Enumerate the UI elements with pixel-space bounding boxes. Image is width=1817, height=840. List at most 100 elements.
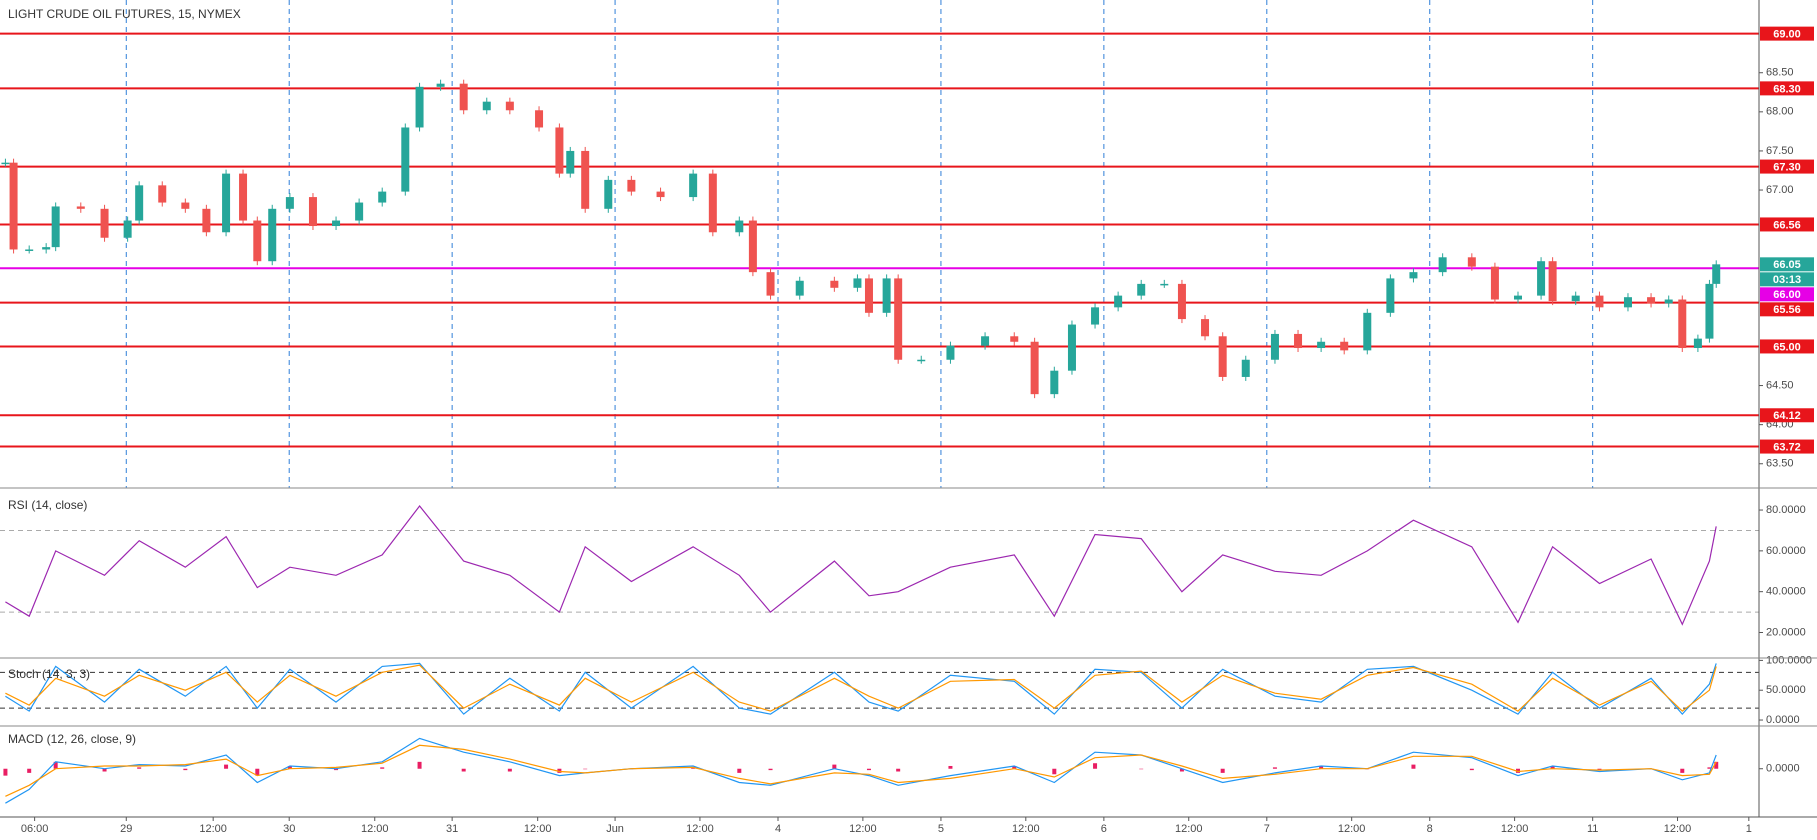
histogram-bar: [832, 764, 837, 769]
candle: [1270, 333, 1279, 360]
price-label: 66.00: [1773, 289, 1801, 301]
price-label-box: [1760, 217, 1814, 232]
candle: [1241, 359, 1250, 377]
price-label-box: [1760, 302, 1814, 317]
price-label: 65.00: [1773, 341, 1801, 353]
candle: [355, 202, 364, 221]
histogram-bar: [1220, 768, 1225, 773]
candle: [505, 101, 514, 111]
price-label-box: [1760, 159, 1814, 174]
candle: [627, 179, 636, 192]
candle: [1678, 299, 1687, 349]
candle: [158, 185, 167, 203]
x-tick-label: 30: [283, 823, 295, 835]
histogram-bar: [1093, 763, 1098, 769]
histogram-bar: [1179, 768, 1184, 772]
candle: [76, 206, 85, 209]
y-tick-label: 100.0000: [1766, 654, 1812, 666]
chart-title: LIGHT CRUDE OIL FUTURES, 15, NYMEX: [8, 7, 241, 21]
price-label: 03:13: [1773, 274, 1801, 286]
candle: [1409, 272, 1418, 279]
histogram-bar: [1012, 765, 1017, 769]
y-tick-label: 67.00: [1766, 184, 1794, 196]
x-tick-label: 1: [1746, 823, 1752, 835]
y-tick-label: 0.0000: [1766, 763, 1800, 775]
candle: [581, 150, 590, 209]
candle: [1467, 257, 1476, 267]
price-label-box: [1760, 408, 1814, 423]
histogram-bar: [3, 768, 8, 776]
indicator-line: [5, 737, 1717, 804]
candle: [436, 83, 445, 87]
candle: [894, 278, 903, 360]
histogram-bar: [1707, 767, 1712, 769]
candle: [1114, 295, 1123, 308]
candle: [535, 110, 544, 128]
candle: [181, 202, 190, 209]
x-tick-label: 11: [1587, 823, 1598, 835]
candle: [308, 197, 317, 227]
histogram-bar: [896, 768, 901, 772]
candle: [864, 278, 873, 313]
price-label: 63.72: [1773, 441, 1801, 453]
y-tick-label: 20.0000: [1766, 626, 1806, 638]
x-tick-label: Jun: [606, 823, 624, 835]
histogram-bar: [1272, 767, 1277, 769]
price-label: 69.00: [1773, 29, 1801, 41]
histogram-bar: [287, 765, 292, 769]
histogram-bar: [691, 767, 696, 769]
histogram-bar: [1052, 768, 1057, 775]
candle: [1091, 307, 1100, 325]
x-tick-label: 5: [938, 823, 944, 835]
candle: [1010, 336, 1019, 342]
y-tick-label: 68.50: [1766, 67, 1794, 79]
candle: [482, 101, 491, 111]
y-tick-label: 68.00: [1766, 106, 1794, 118]
candle: [1067, 324, 1076, 371]
price-label: 66.56: [1773, 219, 1801, 231]
histogram-bar: [1680, 768, 1685, 773]
histogram-bar: [1319, 765, 1324, 769]
y-tick-label: 64.50: [1766, 379, 1794, 391]
y-tick-label: 80.0000: [1766, 504, 1806, 516]
candle: [202, 208, 211, 233]
x-tick-label: 29: [120, 823, 132, 835]
histogram-bar: [1714, 761, 1719, 769]
histogram-bar: [557, 768, 562, 773]
candle: [42, 247, 51, 250]
candle: [795, 280, 804, 296]
candle: [917, 359, 926, 362]
pane-title: MACD (12, 26, close, 9): [8, 732, 136, 746]
candle: [1, 162, 10, 165]
x-tick-label: 12:00: [1664, 823, 1692, 835]
histogram-bar: [768, 768, 773, 771]
candle: [1218, 336, 1227, 377]
histogram-bar: [507, 768, 512, 772]
candle: [604, 179, 613, 209]
x-tick-label: 31: [446, 823, 458, 835]
candle: [401, 127, 410, 192]
histogram-bar: [417, 761, 422, 769]
candle: [748, 220, 757, 273]
candle: [1705, 283, 1714, 339]
candle: [1340, 341, 1349, 351]
candle: [1363, 312, 1372, 351]
histogram-bar: [27, 768, 32, 773]
candle: [100, 208, 109, 238]
x-tick-label: 8: [1427, 823, 1433, 835]
candle: [25, 249, 34, 251]
y-tick-label: 40.0000: [1766, 586, 1806, 598]
x-tick-label: 12:00: [524, 823, 552, 835]
candle: [1548, 261, 1557, 302]
candle: [9, 162, 18, 250]
histogram-bar: [380, 767, 385, 769]
y-tick-label: 67.50: [1766, 145, 1794, 157]
y-tick-label: 50.0000: [1766, 684, 1806, 696]
candle: [1050, 370, 1059, 395]
histogram-bar: [1550, 765, 1555, 769]
x-tick-label: 12:00: [361, 823, 389, 835]
candle: [1030, 341, 1039, 395]
candle: [830, 280, 839, 288]
price-label: 68.30: [1773, 83, 1801, 95]
